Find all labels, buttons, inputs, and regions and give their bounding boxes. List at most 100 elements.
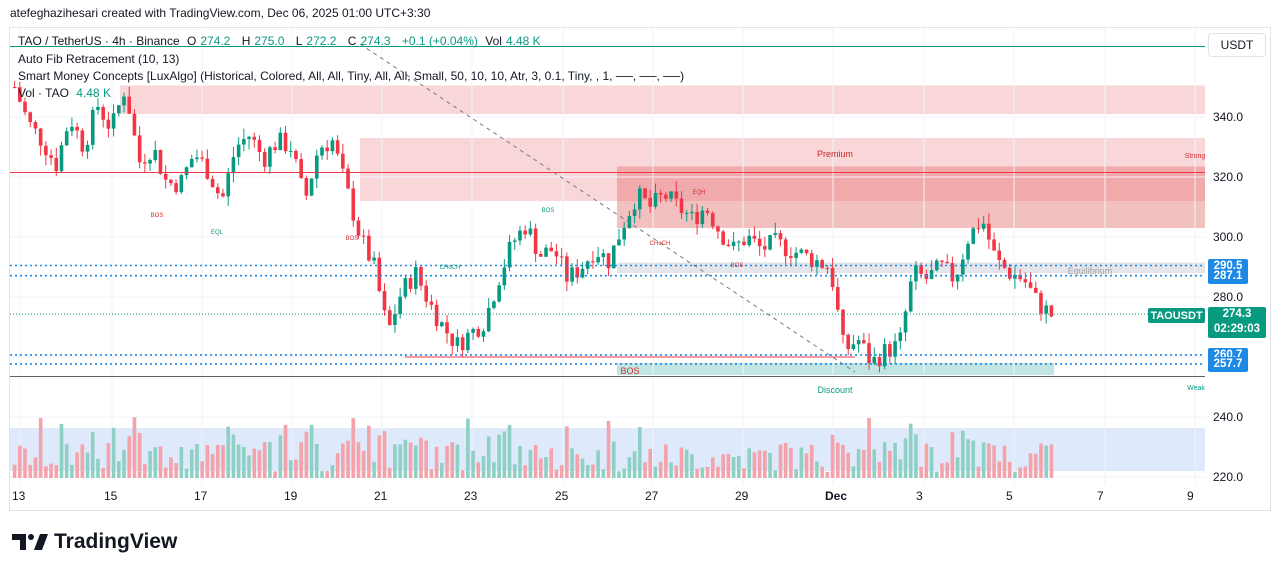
legend-symbol[interactable]: TAO / TetherUS · 4h · Binance	[18, 34, 180, 48]
candle	[882, 344, 887, 367]
candle	[710, 212, 715, 227]
volume-bar	[622, 468, 626, 478]
volume-bar	[684, 449, 689, 478]
annotation-label: Equilibrium	[1068, 266, 1113, 276]
candle	[12, 87, 17, 88]
volume-bar	[1044, 445, 1048, 478]
candle	[403, 278, 408, 297]
candle	[445, 322, 449, 334]
volume-bar	[773, 470, 778, 478]
volume-bar	[893, 442, 897, 478]
candle	[325, 147, 330, 152]
volume-bar	[846, 452, 851, 478]
candle	[471, 329, 475, 333]
candle	[643, 188, 647, 198]
time-tick-label: 5	[1006, 489, 1013, 503]
volume-bar	[481, 456, 486, 478]
candle	[101, 107, 105, 120]
tradingview-logo[interactable]: TradingView	[12, 530, 177, 554]
candle	[914, 265, 918, 282]
volume-bar	[997, 461, 1002, 478]
volume-bar	[867, 417, 871, 478]
volume-bar	[721, 454, 725, 478]
time-tick-label: 19	[284, 489, 298, 503]
candle	[455, 337, 460, 346]
candle	[736, 241, 741, 243]
candle	[54, 158, 59, 172]
legend-h-label: H	[241, 34, 251, 48]
candle	[992, 239, 996, 251]
candle	[617, 239, 621, 246]
candle	[533, 228, 538, 254]
volume-bar	[247, 455, 251, 478]
candle	[742, 241, 746, 246]
volume-bar	[12, 464, 17, 478]
volume-bar	[747, 448, 752, 478]
volume-bar	[189, 449, 194, 478]
legend-indicator-volume[interactable]: Vol · TAO 4.48 K	[18, 86, 115, 100]
volume-bar	[940, 463, 944, 478]
volume-bar	[1018, 467, 1022, 478]
legend-indicator-fib[interactable]: Auto Fib Retracement (10, 13)	[18, 52, 180, 66]
volume-bar	[591, 464, 595, 478]
price-tick-label: 340.0	[1213, 110, 1244, 124]
volume-bar	[862, 450, 866, 478]
candle	[591, 261, 595, 263]
time-tick-label: 13	[12, 489, 26, 503]
candle	[75, 126, 79, 131]
time-tick-label: 27	[645, 489, 659, 503]
volume-bar	[601, 469, 606, 478]
candle	[799, 249, 804, 253]
annotation-label: EQL	[211, 230, 224, 236]
time-tick-label: 25	[555, 489, 569, 503]
candle	[778, 233, 783, 240]
volume-bar	[299, 442, 303, 478]
volume-bar	[804, 453, 809, 478]
candle	[716, 226, 720, 232]
legend-indicator-smc[interactable]: Smart Money Concepts [LuxAlgo] (Historic…	[18, 69, 685, 83]
candle	[773, 233, 778, 236]
currency-button[interactable]: USDT	[1208, 33, 1266, 57]
candle	[153, 149, 158, 161]
candle	[1023, 279, 1028, 283]
volume-bar	[393, 444, 397, 478]
candle	[794, 252, 798, 258]
candle	[966, 243, 970, 260]
premium-zone	[120, 85, 1205, 114]
candle	[486, 307, 491, 332]
candle	[679, 198, 684, 214]
legend-o-label: O	[186, 34, 197, 48]
candle	[49, 155, 53, 159]
volume-bar	[919, 466, 923, 478]
volume-bar	[950, 432, 955, 478]
candle	[731, 241, 736, 247]
candle	[96, 107, 100, 111]
candle	[408, 278, 413, 289]
candle	[580, 268, 585, 278]
volume-bar	[1033, 453, 1038, 478]
candle	[424, 285, 428, 302]
volume-bar	[976, 466, 981, 478]
volume-bar	[158, 446, 163, 478]
volume-bar	[460, 470, 465, 478]
candle	[64, 131, 69, 146]
candles-layer	[12, 81, 1054, 373]
candle	[893, 341, 897, 357]
legend-l-label: L	[295, 34, 303, 48]
volume-bar	[75, 452, 79, 478]
volume-bar	[914, 434, 918, 478]
volume-bar	[117, 461, 121, 478]
volume-bar	[518, 446, 522, 478]
price-tick-label: 280.0	[1213, 290, 1244, 304]
volume-bar	[611, 441, 616, 478]
volume-bar	[466, 418, 470, 478]
candle	[1033, 287, 1038, 293]
volume-bar	[294, 459, 298, 478]
candle	[763, 246, 767, 250]
volume-bar	[143, 464, 147, 478]
volume-bar	[653, 466, 658, 478]
candle	[273, 147, 277, 151]
time-tick-label: 21	[374, 489, 388, 503]
volume-bar	[257, 450, 262, 478]
